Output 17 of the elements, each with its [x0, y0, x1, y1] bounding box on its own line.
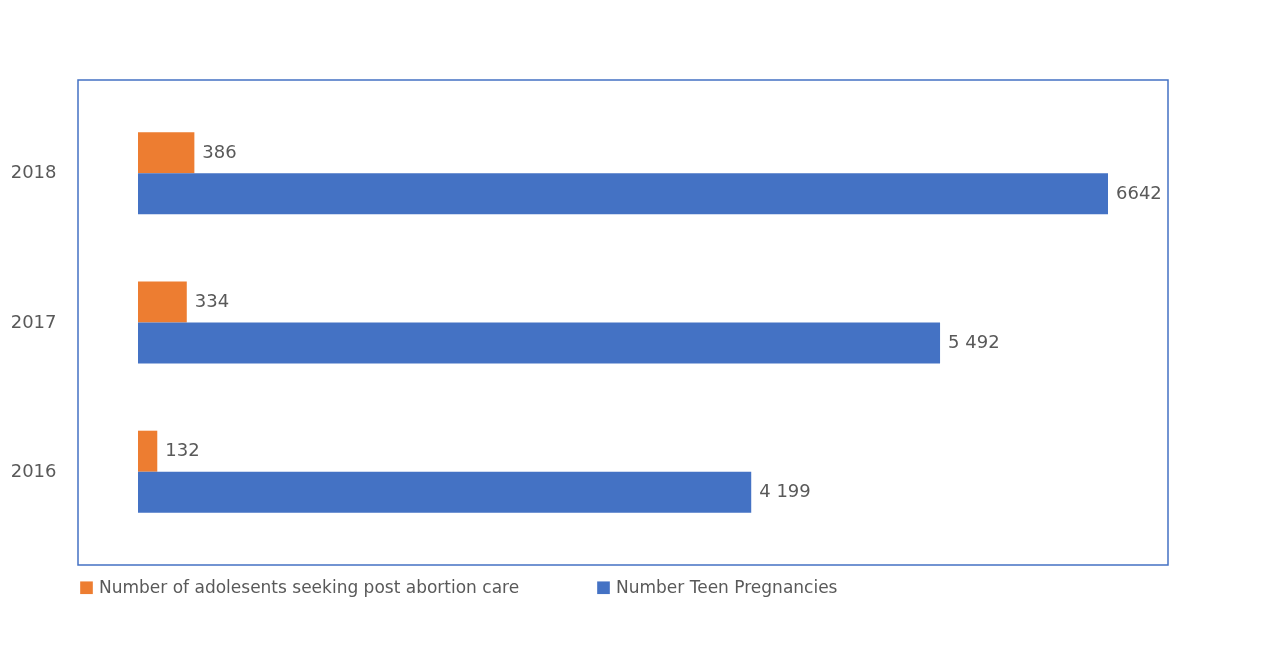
bar	[138, 173, 1108, 215]
bar	[138, 430, 158, 472]
data-label: 334	[194, 289, 230, 311]
bar	[138, 471, 752, 513]
y-tick-label: 2018	[10, 161, 57, 183]
y-tick-label: 2016	[10, 459, 57, 481]
bar	[138, 322, 941, 364]
data-label: 4 199	[759, 480, 811, 502]
legend-label: Number of adolesents seeking post abortion care	[99, 576, 520, 597]
y-tick-label: 2017	[10, 310, 57, 332]
data-label: 132	[165, 439, 200, 461]
legend-label: Number Teen Pregnancies	[616, 576, 838, 597]
bar	[138, 281, 187, 323]
data-label: 386	[202, 140, 237, 162]
bar	[138, 132, 195, 174]
data-label: 5 492	[948, 331, 1000, 353]
data-label: 6642	[1116, 181, 1162, 203]
